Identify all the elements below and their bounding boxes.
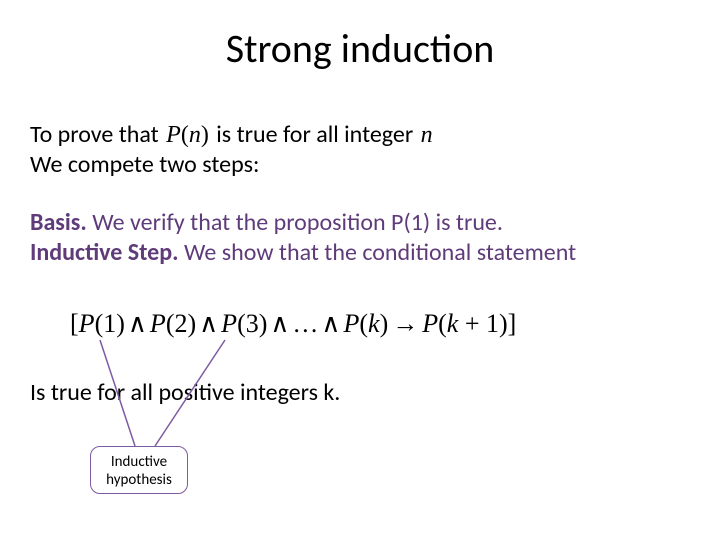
bracket-open: [ — [70, 309, 79, 338]
callout-line2: hypothesis — [91, 471, 187, 489]
basis-text: We verify that the proposition P(1) is t… — [87, 208, 503, 237]
istep-label: Inductive Step. — [30, 238, 179, 267]
f-p3: P(3) — [221, 309, 267, 338]
inductive-step-line: Inductive Step. We show that the conditi… — [30, 238, 695, 268]
f-dots: … — [292, 309, 318, 338]
line-2: We compete two steps: — [30, 150, 695, 180]
f-p1: P(1) — [79, 309, 125, 338]
spacer — [30, 180, 695, 208]
slide: Strong induction To prove that P(n) is t… — [0, 0, 720, 540]
text-is-true-for: is true for all integer — [216, 120, 418, 149]
wedge-2: ∧ — [196, 308, 221, 338]
bracket-close: ] — [508, 309, 517, 338]
wedge-3: ∧ — [267, 308, 292, 338]
callout-box: Inductive hypothesis — [90, 446, 188, 494]
wedge-4: ∧ — [318, 308, 343, 338]
basis-line: Basis. We verify that the proposition P(… — [30, 208, 695, 238]
f-pk1: P(k + 1) — [422, 309, 507, 338]
basis-label: Basis. — [30, 208, 87, 237]
body-text: To prove that P(n) is true for all integ… — [30, 120, 695, 268]
arrow: → — [388, 309, 422, 338]
conclusion-line: Is true for all positive integers k. — [30, 378, 340, 407]
wedge-1: ∧ — [125, 308, 150, 338]
text-to-prove: To prove that — [30, 120, 164, 149]
f-p2: P(2) — [150, 309, 196, 338]
f-pk: P(k) — [343, 309, 388, 338]
math-n: n — [419, 120, 435, 150]
callout-line1: Inductive — [91, 453, 187, 471]
line-1: To prove that P(n) is true for all integ… — [30, 120, 695, 150]
slide-title: Strong induction — [0, 24, 720, 73]
formula: [P(1)∧P(2)∧P(3)∧…∧P(k)→P(k + 1)] — [70, 308, 516, 339]
math-pn: P(n) — [164, 120, 211, 150]
istep-text: We show that the conditional statement — [179, 238, 577, 267]
